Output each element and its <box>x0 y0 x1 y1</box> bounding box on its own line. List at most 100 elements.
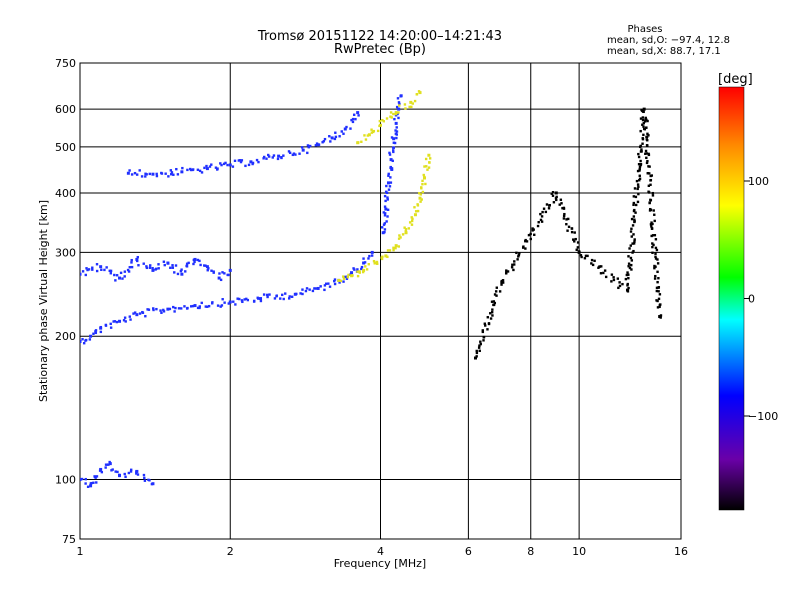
data-point-fill <box>512 268 515 272</box>
data-point-fill <box>650 174 654 177</box>
data-point-fill <box>132 312 135 315</box>
data-point-fill <box>111 468 114 471</box>
data-point-fill <box>644 126 648 129</box>
data-point-fill <box>113 320 117 323</box>
data-point-fill <box>91 266 94 269</box>
data-point-fill <box>610 280 613 283</box>
colorbar-tick-label: 0 <box>748 293 755 306</box>
data-point-fill <box>413 206 416 209</box>
data-point-fill <box>633 218 636 221</box>
data-point-fill <box>392 149 395 152</box>
data-point-fill <box>532 228 535 231</box>
data-point-fill <box>573 240 576 243</box>
data-point-fill <box>397 237 401 240</box>
data-point-fill <box>159 309 162 312</box>
data-point-fill <box>200 301 203 305</box>
data-point-fill <box>643 128 647 131</box>
data-point-fill <box>104 466 107 469</box>
data-point-fill <box>649 207 652 211</box>
data-point-fill <box>492 303 495 307</box>
grid-lines <box>80 63 681 539</box>
data-point <box>166 261 170 265</box>
data-point-fill <box>358 270 361 273</box>
data-point-fill <box>128 315 131 318</box>
data-point-fill <box>329 140 332 143</box>
data-point <box>80 339 82 343</box>
data-point-fill <box>580 255 583 259</box>
data-point-fill <box>314 144 318 147</box>
y-tick-label: 100 <box>55 474 76 487</box>
data-point-fill <box>128 266 131 269</box>
data-point-fill <box>370 254 374 257</box>
data-point-fill <box>362 257 365 260</box>
data-point-fill <box>653 233 657 237</box>
data-point-fill <box>262 293 266 296</box>
data-point-fill <box>640 148 643 151</box>
data-point-fill <box>386 255 389 259</box>
data-point-fill <box>273 297 277 300</box>
data-point-fill <box>552 201 556 204</box>
data-point-fill <box>510 266 514 269</box>
data-point-fill <box>387 188 391 191</box>
data-point-fill <box>227 302 230 305</box>
data-point-fill <box>172 173 175 176</box>
data-point-fill <box>311 289 315 293</box>
data-point-fill <box>529 237 532 241</box>
y-tick-label: 600 <box>55 103 76 116</box>
data-point-fill <box>238 159 242 162</box>
data-point-fill <box>345 125 348 129</box>
data-point-fill <box>647 152 650 156</box>
data-point-fill <box>398 234 401 237</box>
data-point-fill <box>323 288 326 292</box>
data-point-fill <box>267 155 271 158</box>
data-point-fill <box>240 159 244 162</box>
data-point-fill <box>397 111 400 114</box>
data-point-fill <box>639 117 643 120</box>
data-point-fill <box>205 164 208 168</box>
data-point-fill <box>123 270 127 273</box>
data-point-fill <box>240 299 244 302</box>
data-point-fill <box>383 230 386 234</box>
data-point-fill <box>305 287 309 290</box>
data-point-fill <box>475 351 479 355</box>
data-point-fill <box>655 248 659 252</box>
colorbar-tick-label: −100 <box>748 410 778 423</box>
data-point-fill <box>632 203 635 207</box>
data-point-fill <box>364 138 368 141</box>
data-point-fill <box>241 300 244 304</box>
data-point-fill <box>108 269 111 272</box>
data-point-fill <box>378 119 382 123</box>
data-point-fill <box>123 275 126 278</box>
data-point-fill <box>144 314 147 318</box>
y-tick-label: 400 <box>55 187 76 200</box>
data-point <box>228 163 232 167</box>
data-point-fill <box>130 261 133 264</box>
data-point-fill <box>140 175 144 178</box>
data-point-fill <box>599 272 603 275</box>
data-point-fill <box>85 267 88 270</box>
data-point-fill <box>124 475 127 479</box>
data-point-fill <box>646 144 649 147</box>
data-point-fill <box>649 183 652 186</box>
data-point-fill <box>394 112 398 116</box>
data-point-fill <box>394 246 397 250</box>
tick-labels: 1 2 4 6 8 10 16 75 100 200 300 400 500 600 750 <box>55 57 688 558</box>
data-point-fill <box>130 173 134 176</box>
x-tick-label: 2 <box>227 545 234 558</box>
data-point-fill <box>281 293 284 297</box>
data-point-fill <box>351 120 355 124</box>
data-point-fill <box>357 114 360 117</box>
data-point-fill <box>591 263 595 267</box>
data-point-fill <box>226 273 229 277</box>
data-point-fill <box>392 248 395 252</box>
data-point-fill <box>644 149 648 153</box>
data-point-fill <box>141 311 145 314</box>
data-point <box>367 133 371 137</box>
data-point-fill <box>238 297 241 301</box>
data-point-fill <box>612 278 616 282</box>
data-point-fill <box>395 133 398 136</box>
data-point-fill <box>490 311 494 314</box>
data-point-fill <box>386 249 390 252</box>
data-point-fill <box>363 261 367 264</box>
data-point-fill <box>148 266 152 269</box>
